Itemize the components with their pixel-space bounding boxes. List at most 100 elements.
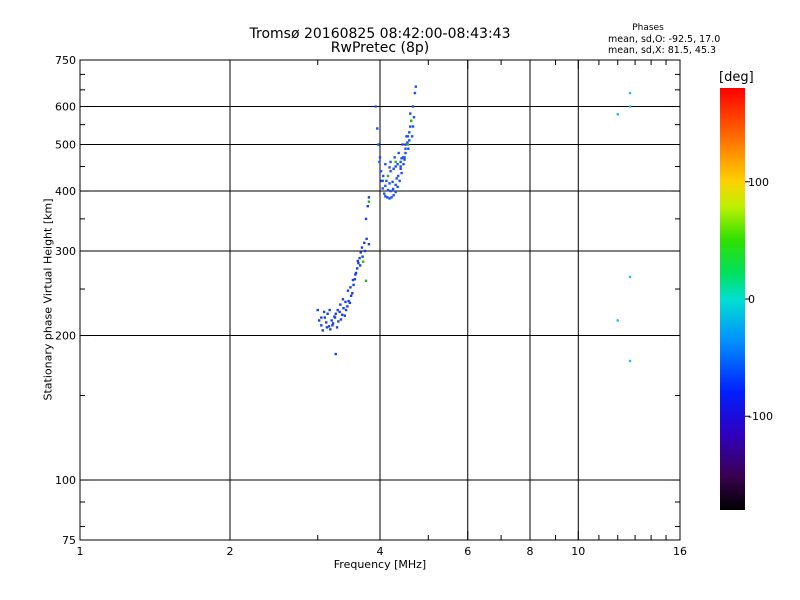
data-point — [321, 329, 324, 332]
y-tick-label: 200 — [55, 330, 76, 343]
data-point — [388, 166, 391, 169]
data-point — [408, 139, 411, 142]
data-point — [388, 197, 391, 200]
data-point — [348, 301, 352, 305]
data-point — [391, 180, 394, 184]
data-point — [349, 286, 352, 289]
data-point — [329, 328, 332, 331]
data-point — [384, 195, 387, 198]
colorbar — [720, 88, 745, 510]
data-points — [316, 85, 632, 363]
data-point — [335, 326, 339, 329]
phase-legend-title: Phases — [632, 23, 664, 33]
y-tick-label: 500 — [55, 139, 76, 152]
data-point — [351, 292, 354, 295]
y-tick-label: 600 — [55, 101, 76, 114]
data-point — [354, 271, 358, 275]
data-point — [389, 169, 392, 173]
data-point — [325, 326, 329, 329]
data-point — [628, 105, 632, 108]
data-point — [381, 179, 384, 183]
data-point — [344, 308, 348, 312]
data-point — [366, 204, 369, 208]
data-point — [354, 273, 357, 276]
data-point — [334, 352, 337, 356]
x-axis-label: Frequency [MHz] — [333, 558, 427, 571]
data-point — [367, 242, 371, 246]
data-point — [317, 319, 321, 322]
data-point — [326, 312, 329, 315]
data-point — [405, 135, 408, 138]
y-tick-label: 300 — [55, 245, 76, 258]
data-point — [339, 303, 342, 306]
data-point — [394, 183, 397, 187]
x-tick-label: 16 — [673, 545, 687, 558]
y-tick-label: 75 — [62, 534, 76, 547]
data-point — [390, 196, 393, 199]
phase-legend-o-mode: mean, sd,O: -92.5, 17.0 — [608, 34, 721, 45]
data-point — [401, 156, 405, 159]
data-point — [403, 158, 406, 161]
data-point — [414, 85, 418, 88]
data-point — [407, 147, 410, 150]
data-point — [363, 241, 366, 245]
data-point — [386, 188, 390, 192]
data-point — [399, 167, 402, 171]
data-point — [344, 300, 347, 304]
data-point — [358, 256, 361, 260]
data-point — [346, 289, 350, 292]
x-tick-label: 10 — [571, 545, 585, 558]
colorbar-tick-label: 100 — [748, 176, 769, 189]
data-point — [323, 316, 327, 319]
data-point — [396, 174, 400, 178]
data-point — [339, 318, 343, 321]
data-point — [628, 91, 632, 95]
colorbar-ticks: 100 0 -100 — [745, 176, 773, 423]
x-tick-label: 6 — [464, 545, 471, 558]
data-point — [376, 127, 379, 130]
data-point — [397, 151, 400, 155]
x-tick-label: 8 — [527, 545, 534, 558]
data-point — [328, 308, 331, 312]
y-tick-label: 100 — [55, 474, 76, 487]
data-point — [402, 162, 405, 166]
data-point — [410, 135, 414, 138]
data-point — [384, 162, 387, 166]
data-point — [358, 264, 362, 267]
data-point — [393, 156, 396, 159]
colorbar-tick-label: 0 — [748, 293, 755, 306]
data-point — [378, 156, 382, 159]
data-point — [399, 160, 402, 164]
data-point — [336, 308, 339, 312]
data-point — [408, 131, 411, 134]
data-point — [409, 125, 412, 128]
data-point — [347, 299, 350, 303]
data-point — [394, 160, 397, 164]
data-point — [403, 156, 406, 159]
data-point — [342, 307, 345, 310]
data-point — [374, 105, 377, 108]
data-point — [628, 275, 632, 279]
data-point — [400, 157, 403, 160]
data-point — [616, 319, 619, 322]
data-point — [385, 179, 388, 183]
data-point — [338, 310, 341, 314]
chart-subtitle: RwPretec (8p) — [330, 40, 430, 56]
data-point — [628, 359, 632, 363]
data-point — [404, 143, 407, 146]
data-point — [322, 310, 326, 314]
data-point — [406, 141, 409, 144]
data-point — [346, 305, 349, 308]
data-point — [398, 179, 401, 183]
data-point — [411, 125, 415, 128]
data-point — [341, 298, 345, 301]
data-point — [409, 112, 412, 115]
data-point — [396, 162, 399, 166]
data-point — [361, 260, 365, 263]
data-point — [388, 182, 391, 185]
data-point — [392, 167, 395, 171]
data-point — [391, 187, 395, 191]
data-point — [364, 279, 368, 283]
data-point — [389, 160, 392, 164]
